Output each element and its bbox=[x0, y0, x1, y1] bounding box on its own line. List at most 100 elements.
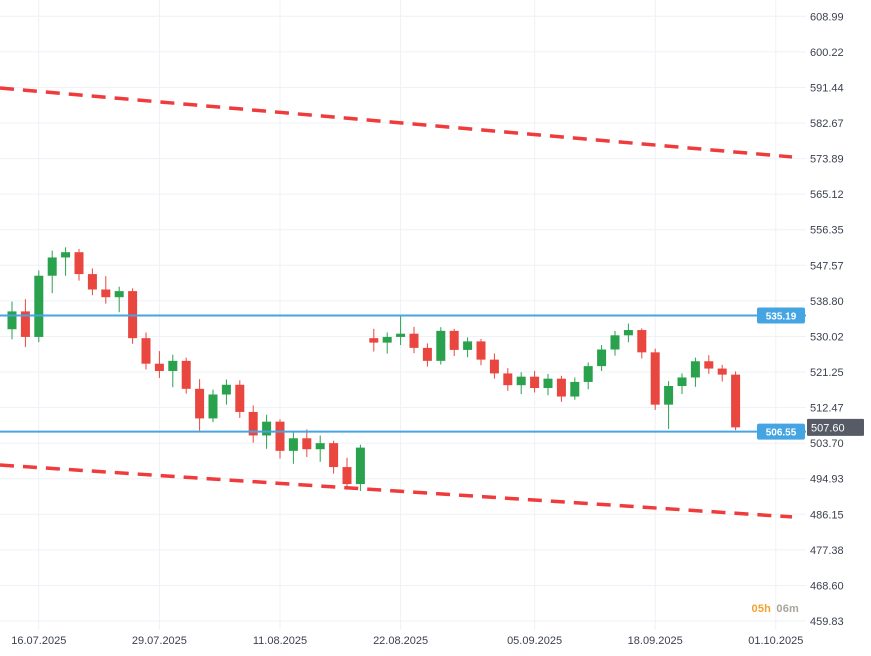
candle[interactable] bbox=[396, 315, 406, 346]
candle[interactable] bbox=[610, 330, 620, 356]
candle[interactable] bbox=[369, 328, 379, 352]
candle[interactable] bbox=[583, 362, 593, 390]
candle-body bbox=[409, 333, 419, 348]
candle-body bbox=[677, 377, 687, 386]
candle-body bbox=[623, 330, 633, 336]
candle[interactable] bbox=[476, 338, 486, 366]
candle[interactable] bbox=[221, 379, 231, 405]
candle-body bbox=[74, 252, 84, 275]
price-axis-label: 582.67 bbox=[810, 118, 844, 130]
candle[interactable] bbox=[677, 373, 687, 395]
candle[interactable] bbox=[516, 372, 526, 395]
candle[interactable] bbox=[449, 328, 459, 356]
candle-body bbox=[637, 330, 647, 353]
trendline-lower[interactable] bbox=[0, 463, 793, 519]
candle[interactable] bbox=[690, 357, 700, 387]
candle[interactable] bbox=[503, 368, 513, 391]
candle[interactable] bbox=[556, 375, 566, 402]
countdown-hours: 05h bbox=[751, 603, 772, 615]
trendline-upper[interactable] bbox=[0, 86, 793, 159]
candle[interactable] bbox=[235, 380, 245, 419]
candle[interactable] bbox=[489, 353, 499, 379]
candle-body bbox=[221, 384, 231, 395]
price-axis-label: 530.02 bbox=[810, 331, 844, 343]
price-axis[interactable] bbox=[806, 0, 871, 656]
candle-body bbox=[288, 438, 298, 451]
candle-body bbox=[114, 291, 124, 298]
candle-body bbox=[7, 311, 17, 330]
candle-body bbox=[168, 360, 178, 371]
candle-body bbox=[235, 384, 245, 412]
candle[interactable] bbox=[623, 323, 633, 343]
time-axis[interactable] bbox=[0, 630, 806, 656]
candle[interactable] bbox=[74, 248, 84, 281]
candle-body bbox=[690, 361, 700, 378]
candle-body bbox=[476, 341, 486, 360]
candle[interactable] bbox=[315, 435, 325, 462]
candle[interactable] bbox=[717, 364, 727, 382]
last-price-box bbox=[807, 418, 864, 436]
candle-body bbox=[154, 363, 164, 371]
candle[interactable] bbox=[168, 354, 178, 388]
candle[interactable] bbox=[7, 301, 17, 340]
price-axis-label: 608.99 bbox=[810, 11, 844, 23]
price-axis-label: 459.83 bbox=[810, 616, 844, 628]
price-axis-label: 477.38 bbox=[810, 545, 844, 557]
candle[interactable] bbox=[87, 268, 97, 296]
candle[interactable] bbox=[47, 250, 57, 294]
candle[interactable] bbox=[275, 419, 285, 459]
candle[interactable] bbox=[463, 337, 473, 358]
countdown-minutes: 06m bbox=[776, 603, 799, 615]
candle[interactable] bbox=[141, 332, 151, 370]
candle-body bbox=[101, 289, 111, 298]
candle-body bbox=[503, 373, 513, 386]
candle-body bbox=[61, 252, 71, 258]
candle-body bbox=[449, 330, 459, 350]
candle[interactable] bbox=[20, 299, 30, 348]
candle[interactable] bbox=[302, 429, 312, 457]
candle-body bbox=[195, 388, 205, 419]
candle-body bbox=[436, 330, 446, 361]
candle[interactable] bbox=[570, 377, 580, 400]
candle[interactable] bbox=[181, 357, 191, 394]
candle-body bbox=[664, 385, 674, 405]
candle-body bbox=[650, 352, 660, 405]
candle[interactable] bbox=[154, 351, 164, 378]
candle[interactable] bbox=[637, 328, 647, 359]
candle[interactable] bbox=[288, 432, 298, 464]
candle[interactable] bbox=[664, 381, 674, 429]
candle[interactable] bbox=[597, 345, 607, 371]
price-axis-label: 486.15 bbox=[810, 509, 844, 521]
candle-body bbox=[422, 347, 432, 361]
candle[interactable] bbox=[342, 457, 352, 490]
candle[interactable] bbox=[543, 373, 553, 396]
candle[interactable] bbox=[650, 348, 660, 410]
candle-body bbox=[463, 341, 473, 350]
candle[interactable] bbox=[409, 326, 419, 354]
candle[interactable] bbox=[61, 247, 71, 276]
candle[interactable] bbox=[195, 379, 205, 431]
candle[interactable] bbox=[704, 355, 714, 374]
candle[interactable] bbox=[436, 327, 446, 365]
candle[interactable] bbox=[34, 270, 44, 343]
candle[interactable] bbox=[355, 444, 365, 491]
candle-body bbox=[570, 381, 580, 397]
candle[interactable] bbox=[422, 343, 432, 367]
candle-body bbox=[248, 411, 258, 436]
candle-body bbox=[530, 376, 540, 389]
date-axis-label: 29.07.2025 bbox=[132, 635, 187, 647]
price-axis-label: 468.60 bbox=[810, 580, 844, 592]
candle[interactable] bbox=[101, 276, 111, 304]
candle-body bbox=[597, 349, 607, 367]
price-axis-label: 494.93 bbox=[810, 474, 844, 486]
candle[interactable] bbox=[731, 371, 741, 431]
candle-body bbox=[20, 311, 30, 337]
candle[interactable] bbox=[114, 286, 124, 313]
candle[interactable] bbox=[382, 332, 392, 354]
candle[interactable] bbox=[530, 370, 540, 393]
candle-body bbox=[543, 378, 553, 389]
candle[interactable] bbox=[208, 389, 218, 423]
candle[interactable] bbox=[248, 405, 258, 443]
candle[interactable] bbox=[329, 440, 339, 474]
